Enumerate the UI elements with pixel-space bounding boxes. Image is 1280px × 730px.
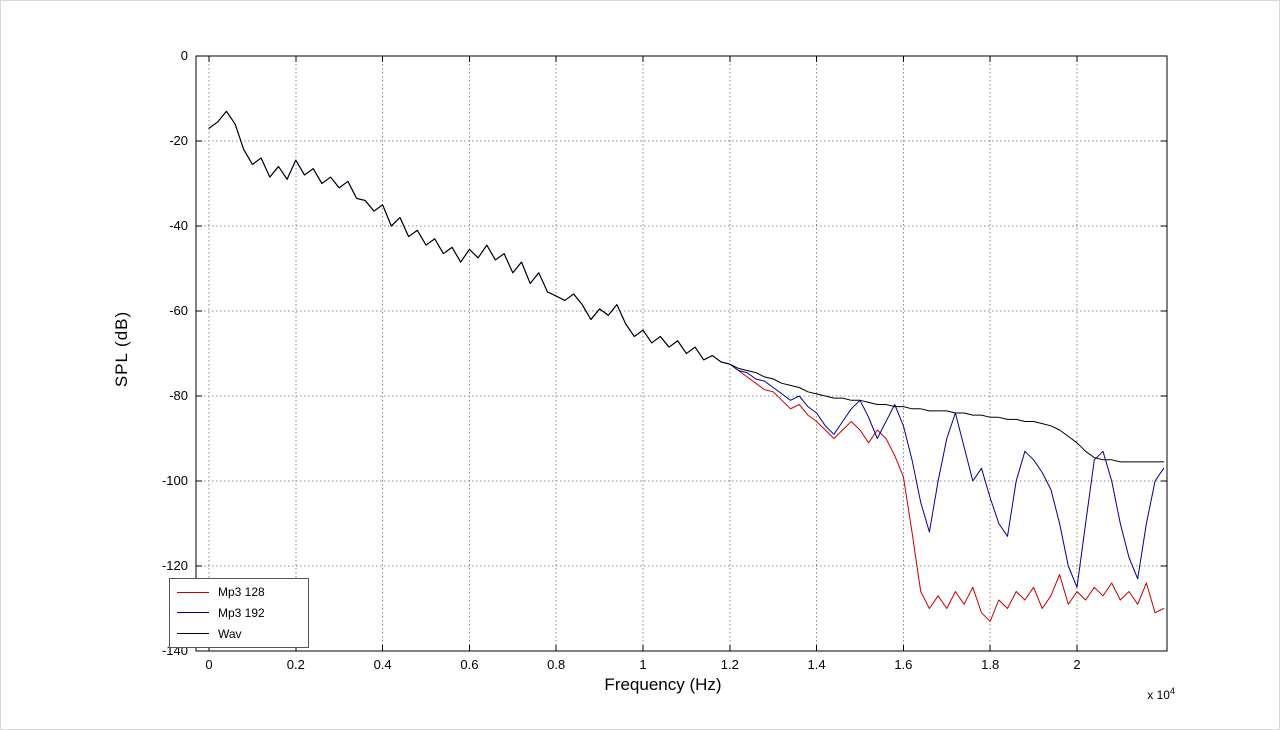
y-tick-label: -100 (162, 473, 188, 488)
series-line-mp3-128 (208, 110, 1165, 622)
x-tick-label: 0.6 (460, 657, 478, 672)
legend-line-sample (177, 633, 209, 635)
y-tick-label: -80 (169, 388, 188, 403)
series-line-mp3-192 (208, 110, 1165, 588)
x-axis-multiplier-prefix: x 10 (1147, 688, 1170, 702)
x-axis-multiplier: x 104 (1147, 686, 1175, 702)
x-tick-label: 2 (1073, 657, 1080, 672)
x-tick-label: 0.8 (547, 657, 565, 672)
legend-label: Mp3 128 (218, 585, 265, 600)
x-axis-multiplier-exponent: 4 (1169, 686, 1175, 696)
y-tick-label: -20 (169, 133, 188, 148)
legend-label: Mp3 192 (218, 605, 265, 620)
legend-line-sample (177, 591, 209, 593)
y-tick-label: -40 (169, 218, 188, 233)
legend-line-sample (177, 612, 209, 614)
x-tick-label: 1 (639, 657, 646, 672)
x-tick-label: 0.4 (374, 657, 392, 672)
y-tick-label: 0 (181, 48, 188, 63)
x-tick-label: 1.2 (721, 657, 739, 672)
x-tick-label: 1.4 (808, 657, 826, 672)
legend: Mp3 128 Mp3 192 Wav (169, 578, 309, 648)
series-line-wav (208, 110, 1165, 463)
legend-row: Mp3 192 (170, 603, 308, 623)
legend-row: Wav (170, 624, 308, 644)
y-tick-label: -120 (162, 558, 188, 573)
x-tick-label: 0 (205, 657, 212, 672)
plot-box (195, 55, 1168, 652)
y-tick-label: -60 (169, 303, 188, 318)
x-tick-label: 1.8 (981, 657, 999, 672)
y-axis-label: SPL (dB) (112, 310, 131, 388)
x-tick-label: 0.2 (287, 657, 305, 672)
x-tick-label: 1.6 (894, 657, 912, 672)
legend-row: Mp3 128 (170, 582, 308, 602)
legend-label: Wav (218, 626, 242, 641)
x-axis-label: Frequency (Hz) (604, 675, 722, 694)
